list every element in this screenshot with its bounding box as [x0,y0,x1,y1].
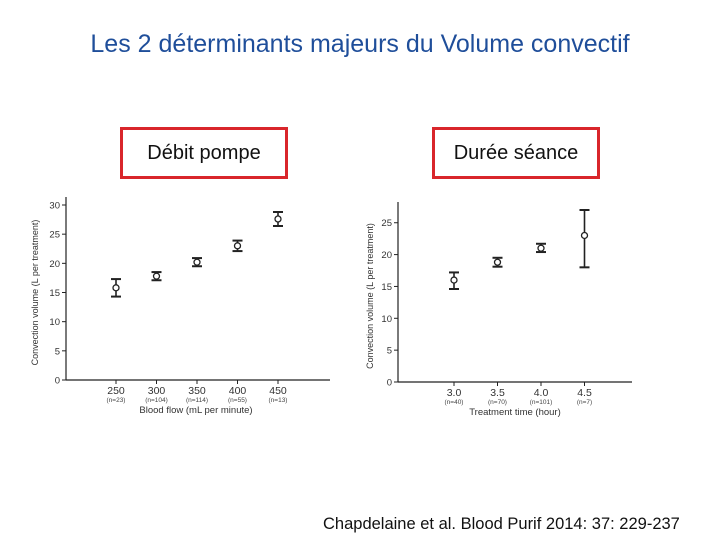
sample-size-label: (n=55) [228,397,247,404]
y-tick-label: 0 [55,376,60,387]
y-tick-label: 25 [381,218,392,229]
sample-size-label: (n=7) [577,399,592,406]
data-point [152,272,161,280]
x-tick-label: 450 [269,385,287,397]
session-duration-label-box: Durée séance [432,127,600,179]
sample-size-label: (n=70) [488,399,507,406]
sample-size-label: (n=114) [186,397,208,404]
treatment-time-chart: 0 5 10 15 20 25 Convection volume (L per treat… [365,202,632,418]
y-tick-label: 0 [387,378,392,389]
data-point [493,258,502,266]
sample-size-label: (n=13) [269,397,288,404]
sample-size-label: (n=40) [445,399,464,406]
x-tick-label: 4.5 [577,387,592,399]
y-tick-label: 20 [381,250,392,261]
x-tick-label: 400 [229,385,247,397]
data-point [274,215,282,223]
y-tick-label: 10 [381,314,392,325]
x-tick-label: 3.5 [490,387,505,399]
x-tick-label: 350 [188,385,206,397]
sample-size-label: (n=104) [145,397,168,404]
y-tick-label: 15 [49,288,60,299]
x-axis-label: Blood flow (mL per minute) [139,405,252,416]
y-tick-label: 15 [381,282,392,293]
data-point [112,284,120,292]
sample-size-label: (n=23) [107,397,126,404]
data-point [537,244,545,252]
x-tick-label: 4.0 [534,387,549,399]
data-point [233,242,242,250]
x-tick-label: 250 [107,385,125,397]
blood-flow-chart: 0 5 10 15 20 25 30 Convection volume (L per tre… [30,197,330,416]
y-tick-label: 30 [49,201,60,212]
y-tick-label: 10 [49,317,60,328]
x-tick-label: 3.0 [447,387,462,399]
data-point [580,231,589,240]
y-tick-label: 25 [49,230,60,241]
y-axis-label: Convection volume (L per treatment) [30,220,40,366]
y-tick-label: 20 [49,259,60,270]
data-point [193,258,201,266]
y-tick-label: 5 [387,346,392,357]
x-tick-label: 300 [148,385,166,397]
x-axis-label: Treatment time (hour) [469,407,561,418]
data-point [450,276,458,284]
sample-size-label: (n=101) [530,399,553,406]
slide-title: Les 2 déterminants majeurs du Volume con… [90,30,630,58]
y-axis-label: Convection volume (L per treatment) [365,223,375,369]
citation: Chapdelaine et al. Blood Purif 2014: 37:… [323,515,680,533]
blood-flow-label-box: Débit pompe [120,127,288,179]
y-tick-label: 5 [55,346,60,357]
